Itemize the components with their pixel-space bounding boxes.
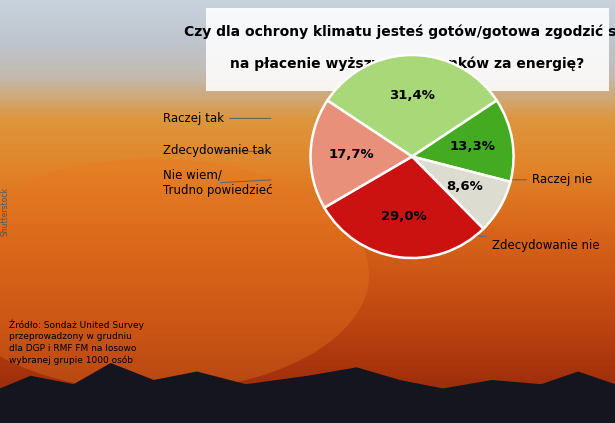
Wedge shape	[412, 157, 510, 229]
Text: Raczej nie: Raczej nie	[483, 173, 592, 186]
Ellipse shape	[0, 159, 369, 391]
Text: Shutterstock: Shutterstock	[1, 187, 9, 236]
Wedge shape	[324, 157, 483, 258]
Text: 31,4%: 31,4%	[389, 89, 435, 102]
Text: na płacenie wyższych rachunków za energię?: na płacenie wyższych rachunków za energi…	[230, 56, 585, 71]
Text: Zdecydowanie nie: Zdecydowanie nie	[445, 231, 600, 252]
Polygon shape	[0, 364, 615, 423]
Text: Zdecydowanie tak: Zdecydowanie tak	[163, 144, 271, 157]
Text: Nie wiem/
Trudno powiedzieć: Nie wiem/ Trudno powiedzieć	[163, 169, 272, 197]
FancyBboxPatch shape	[206, 8, 609, 91]
Text: 17,7%: 17,7%	[328, 148, 374, 161]
Text: Czy dla ochrony klimatu jesteś gotów/gotowa zgodzić się: Czy dla ochrony klimatu jesteś gotów/got…	[184, 24, 615, 39]
Text: Raczej tak: Raczej tak	[163, 112, 271, 125]
Wedge shape	[327, 55, 497, 157]
Text: 13,3%: 13,3%	[449, 140, 495, 153]
Text: 8,6%: 8,6%	[446, 180, 483, 193]
Text: 29,0%: 29,0%	[381, 210, 427, 223]
Wedge shape	[412, 101, 514, 182]
Text: Źródło: Sondaż United Survey
przeprowadzony w grudniu
dla DGP i RMF FM na losowo: Źródło: Sondaż United Survey przeprowadz…	[9, 319, 145, 365]
Wedge shape	[311, 101, 412, 208]
